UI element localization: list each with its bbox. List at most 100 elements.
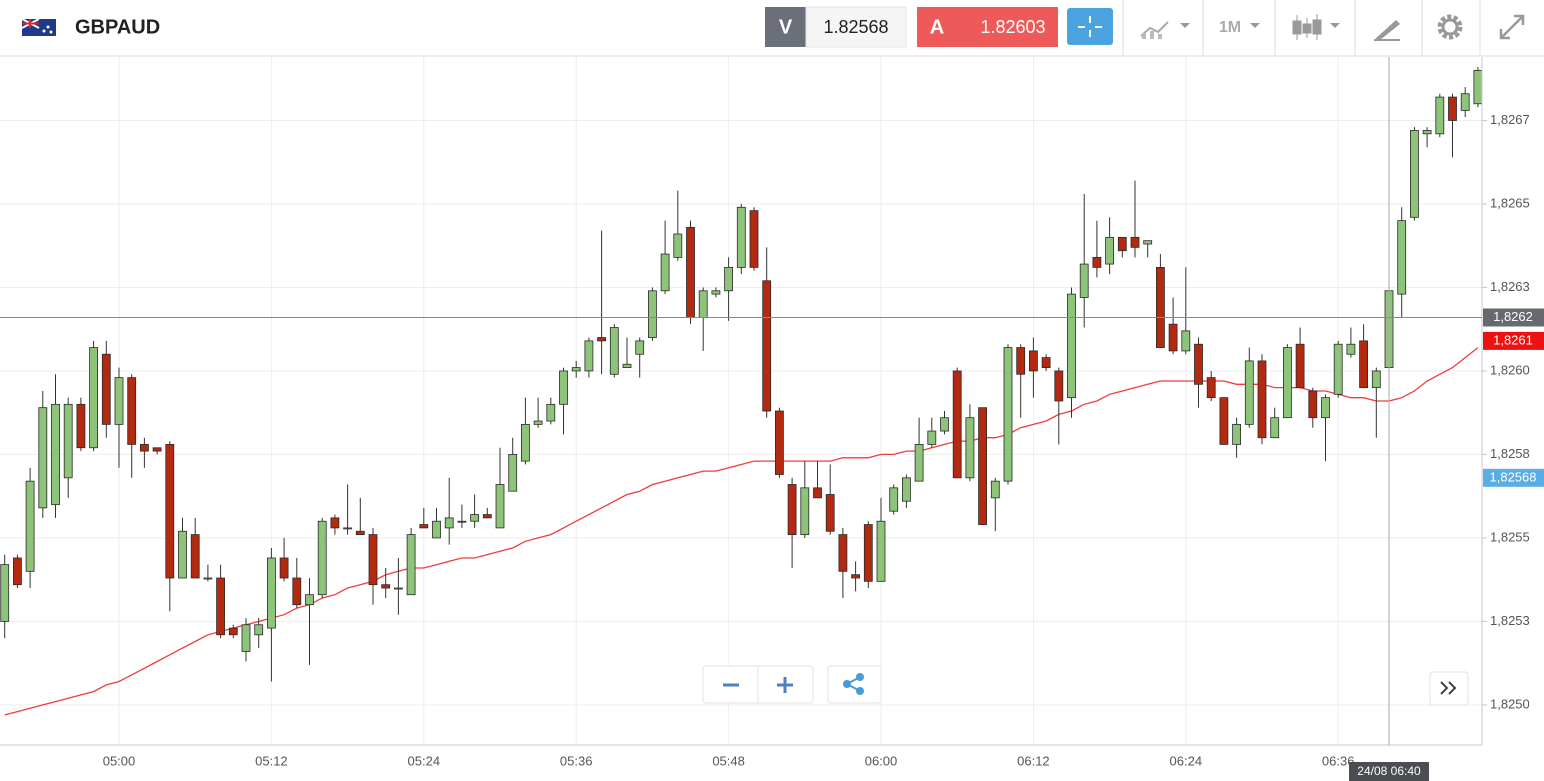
candle-body xyxy=(1219,397,1229,445)
candle-body xyxy=(305,594,314,606)
sell-label: V xyxy=(779,16,793,38)
candle-body xyxy=(1321,397,1330,419)
candle-body xyxy=(787,484,797,535)
x-tick-label: 06:12 xyxy=(1017,753,1050,768)
candle-body xyxy=(432,520,441,539)
candle-body xyxy=(190,534,200,579)
candle-body xyxy=(1130,236,1140,248)
candle-body xyxy=(978,407,987,525)
sell-button[interactable] xyxy=(765,7,806,47)
candle-body xyxy=(1346,343,1356,355)
y-tick-label: 1,8260 xyxy=(1490,362,1530,377)
candle-body xyxy=(203,577,213,580)
candle-body xyxy=(584,340,594,372)
candle-body xyxy=(813,487,822,499)
candle-body xyxy=(686,226,695,318)
sell-price-box[interactable] xyxy=(805,6,907,48)
buy-button[interactable] xyxy=(917,7,1058,47)
candle-body xyxy=(1422,130,1432,135)
candle-body xyxy=(1194,343,1203,385)
candle-body xyxy=(279,557,289,579)
chart-type-button[interactable] xyxy=(1140,21,1190,39)
candle-body xyxy=(825,494,835,532)
candle-body xyxy=(393,587,403,590)
flag xyxy=(21,18,56,36)
candle-body xyxy=(597,337,606,342)
candle-body xyxy=(63,403,73,479)
candle-body xyxy=(228,627,238,636)
y-tick-label: 1,8250 xyxy=(1490,696,1530,711)
candle-body xyxy=(457,520,467,523)
y-tick-label: 1,8265 xyxy=(1490,195,1530,210)
x-tick-label: 05:36 xyxy=(560,753,593,768)
candle-body xyxy=(1003,347,1013,482)
buy-label: A xyxy=(930,16,944,38)
buy-price: 1.82603 xyxy=(980,17,1045,37)
candle-body xyxy=(266,557,276,629)
overlay: 1,8250 1,8253 1,8255 1,8258 1,8260 1,8263 1,82… xyxy=(0,57,1544,781)
candle-body xyxy=(1079,263,1089,298)
candle-body xyxy=(1435,96,1445,135)
candle-body xyxy=(876,520,886,582)
drawing-button[interactable] xyxy=(1374,20,1400,41)
candle-body xyxy=(0,564,10,622)
fullscreen-button[interactable] xyxy=(1499,14,1525,40)
candle-body xyxy=(114,377,124,425)
candle-body xyxy=(406,534,416,596)
toolbar-separators xyxy=(1122,0,1481,56)
x-tick-label: 06:24 xyxy=(1170,753,1203,768)
candle-body xyxy=(444,517,454,529)
candle-body xyxy=(1308,390,1318,419)
crosshair-icon xyxy=(1078,16,1102,37)
candle-body xyxy=(749,210,759,268)
candle-body xyxy=(38,407,48,509)
candle-body xyxy=(254,624,264,636)
x-tick-label: 05:00 xyxy=(103,753,136,768)
candle-body xyxy=(800,487,810,535)
candle-body xyxy=(25,480,35,572)
candle-body xyxy=(355,530,365,535)
price-marker-box xyxy=(1483,468,1544,487)
candle-body xyxy=(775,410,784,475)
candle-body xyxy=(1283,347,1292,419)
price-marker-label: 1,82568 xyxy=(1490,469,1537,484)
candle-body xyxy=(1105,236,1114,265)
candle-body xyxy=(762,280,772,412)
settings-button[interactable] xyxy=(1437,14,1463,40)
price-marker-box xyxy=(1483,331,1544,350)
candle-body xyxy=(889,487,899,512)
candle-body xyxy=(76,403,86,449)
candle-body xyxy=(1156,267,1165,348)
candle-body xyxy=(292,577,302,606)
candle-body xyxy=(216,577,226,636)
candle-body xyxy=(165,444,175,579)
interval-button[interactable]: 1M xyxy=(1219,19,1260,36)
candle-body xyxy=(1460,93,1470,111)
scroll-end-button[interactable] xyxy=(1429,671,1469,706)
candle-body xyxy=(12,557,22,586)
crosshair-time-box xyxy=(1349,762,1429,781)
x-tick-label: 06:00 xyxy=(865,753,898,768)
candle-body xyxy=(1371,370,1381,389)
candle-body xyxy=(609,327,619,375)
candle-body xyxy=(673,233,683,258)
candle-body xyxy=(368,534,378,586)
candle-body xyxy=(1244,360,1254,425)
crosshair-button[interactable] xyxy=(1067,8,1113,45)
candle-type-button[interactable] xyxy=(1292,14,1340,40)
candle-body xyxy=(1054,370,1064,402)
candle-body xyxy=(533,420,543,425)
zoom-in-button[interactable] xyxy=(777,677,793,693)
candle-body xyxy=(495,484,505,529)
candle-body xyxy=(940,417,949,432)
candle-body xyxy=(1067,293,1076,399)
share-button[interactable] xyxy=(827,665,882,704)
candle-body xyxy=(178,530,187,579)
candle-body xyxy=(470,514,480,522)
y-tick-label: 1,8263 xyxy=(1490,279,1530,294)
candle-body xyxy=(648,290,657,338)
candle-body xyxy=(736,206,746,268)
candle-body xyxy=(1232,423,1241,445)
candle-body xyxy=(851,574,860,579)
x-tick-label: 06:36 xyxy=(1322,753,1355,768)
